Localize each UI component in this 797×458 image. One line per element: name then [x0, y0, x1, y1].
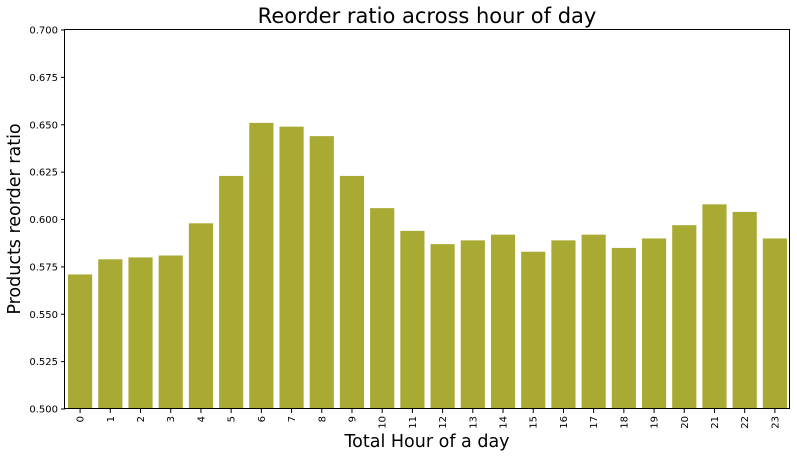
plot-frame [64, 29, 790, 409]
x-tick-label: 19 [650, 416, 661, 429]
y-tick-label: 0.575 [29, 262, 58, 273]
bar-hour-10 [370, 208, 395, 409]
x-tick-label: 4 [196, 416, 207, 422]
bar-hour-6 [249, 122, 274, 409]
x-tick-label: 7 [287, 416, 298, 422]
x-tick-label: 21 [710, 416, 721, 429]
bar-hour-18 [611, 247, 636, 409]
y-tick-label: 0.625 [29, 168, 58, 179]
bar-hour-3 [158, 255, 183, 409]
x-tick-label: 1 [106, 416, 117, 422]
bar-hour-1 [98, 259, 123, 409]
bar-hour-14 [490, 234, 516, 409]
x-tick-label: 16 [559, 416, 570, 429]
bar-hour-9 [339, 175, 365, 409]
bar-hour-21 [702, 204, 727, 409]
bar-hour-4 [188, 223, 214, 409]
x-tick-label: 5 [227, 416, 238, 422]
bar-hour-12 [430, 244, 455, 409]
bar-hour-16 [551, 240, 576, 409]
bar-hour-22 [732, 211, 757, 409]
y-axis-title: Products reorder ratio [5, 123, 25, 314]
x-tick-label: 15 [529, 416, 540, 429]
y-tick-label: 0.525 [29, 357, 58, 368]
bars-group [68, 122, 787, 410]
x-tick-label: 9 [347, 416, 358, 422]
x-tick-label: 3 [166, 416, 177, 422]
y-tick-label: 0.675 [29, 73, 58, 84]
x-tick-label: 18 [619, 416, 630, 429]
x-tick-label: 10 [378, 416, 389, 429]
x-tick-label: 8 [317, 416, 328, 422]
bar-hour-7 [279, 126, 304, 410]
bar-hour-13 [460, 240, 485, 409]
x-tick-label: 23 [770, 416, 781, 429]
y-tick-label: 0.600 [29, 215, 58, 226]
y-tick-label: 0.650 [29, 120, 58, 131]
y-tick-label: 0.500 [29, 405, 58, 416]
y-tick-label: 0.700 [29, 26, 58, 37]
bar-hour-19 [641, 238, 667, 409]
bar-hour-2 [128, 257, 153, 409]
x-tick-label: 22 [740, 416, 751, 429]
bar-hour-23 [762, 238, 787, 409]
x-tick-label: 17 [589, 416, 600, 429]
x-tick-label: 2 [136, 416, 147, 422]
x-tick-label: 20 [680, 416, 691, 429]
bar-hour-5 [219, 175, 244, 409]
y-axis: 0.500 0.525 0.550 0.575 0.600 0.625 0.650 0.675… [29, 26, 65, 416]
x-tick-label: 0 [76, 416, 87, 422]
y-tick-label: 0.550 [29, 310, 58, 321]
x-axis-title: Total Hour of a day [343, 432, 509, 452]
x-tick-label: 6 [257, 416, 268, 422]
bar-hour-17 [581, 234, 606, 409]
x-tick-label: 13 [468, 416, 479, 429]
bar-hour-11 [400, 230, 425, 409]
chart-title: Reorder ratio across hour of day [258, 4, 597, 28]
x-tick-label: 11 [408, 416, 419, 429]
bar-hour-20 [672, 225, 697, 409]
x-tick-label: 12 [438, 416, 449, 429]
x-axis: 0 1 2 3 4 5 6 7 8 9 10 11 12 13 14 15 16 17 18 19 20 21 22 23 [76, 409, 781, 429]
x-tick-label: 14 [499, 416, 510, 429]
bar-hour-8 [309, 136, 334, 409]
bar-hour-15 [521, 251, 546, 409]
bar-hour-0 [68, 274, 93, 409]
